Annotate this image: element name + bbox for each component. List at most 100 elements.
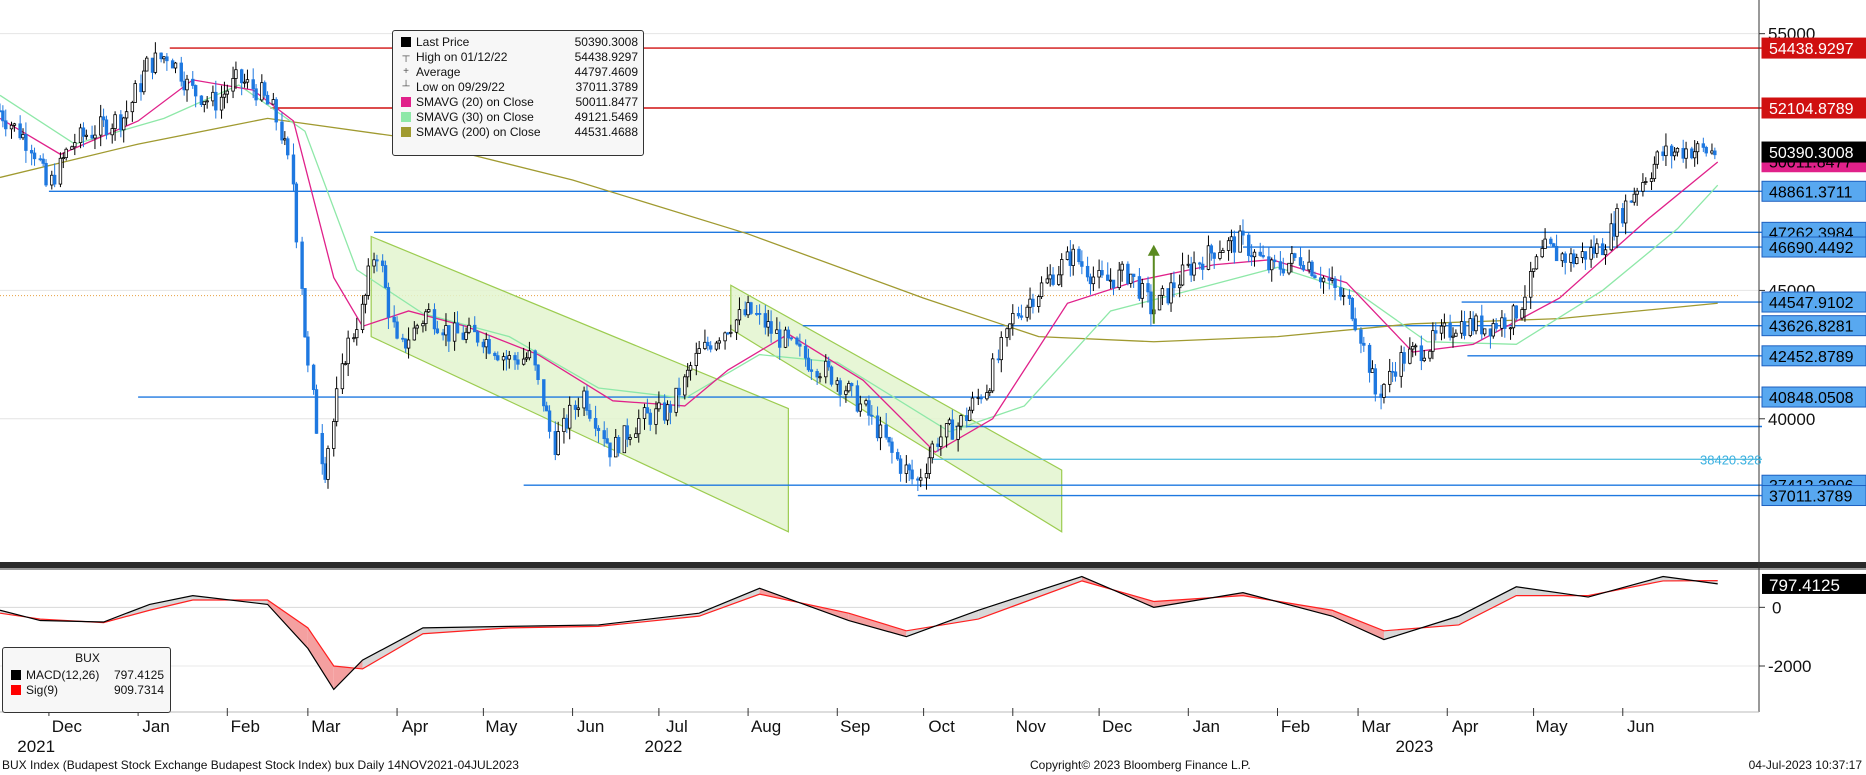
candle-body: [628, 437, 632, 440]
candle-body: [1169, 282, 1173, 304]
candle-body: [231, 78, 235, 92]
candle-body: [755, 313, 759, 315]
candle-body: [1528, 271, 1533, 298]
candle-body: [306, 336, 310, 366]
candle-body: [622, 425, 627, 454]
candle-body: [1684, 148, 1688, 159]
candle-body: [170, 60, 175, 69]
candle-body: [1500, 317, 1504, 329]
candle-body: [648, 412, 652, 425]
candle-body: [1252, 251, 1257, 258]
candle-body: [441, 332, 445, 336]
candle-body: [1367, 344, 1372, 373]
candle-body: [271, 99, 276, 105]
candle-body: [1177, 284, 1182, 289]
candle-body: [950, 419, 955, 440]
candle-body: [251, 79, 255, 90]
candle-body: [219, 96, 224, 111]
candle-body: [1157, 294, 1162, 311]
candle-body: [1221, 250, 1225, 253]
month-label: Jan: [1193, 717, 1220, 736]
candles: [0, 42, 1717, 491]
candle-body: [959, 415, 963, 427]
candle-body: [757, 313, 762, 315]
candle-body: [1661, 151, 1665, 157]
signal-swatch: [11, 684, 21, 695]
candle-body: [395, 321, 399, 339]
candle-body: [878, 424, 883, 439]
candle-body: [504, 356, 509, 360]
candle-body: [1388, 370, 1392, 385]
candle-body: [119, 114, 123, 131]
candle-body: [1572, 253, 1576, 264]
legend-label: Low on 09/29/22: [416, 79, 505, 94]
candle-body: [311, 364, 316, 391]
candle-body: [44, 162, 48, 186]
candle-body: [1051, 274, 1055, 285]
candle-body: [919, 477, 923, 481]
candle-body: [706, 341, 710, 347]
candle-body: [64, 148, 68, 159]
candle-body: [1057, 274, 1061, 285]
candle-body: [93, 134, 97, 139]
candle-body: [145, 57, 149, 72]
candle-body: [844, 390, 848, 395]
candle-body: [662, 402, 667, 421]
candle-body: [1554, 245, 1559, 262]
candle-body: [1065, 251, 1070, 260]
candle-body: [113, 114, 117, 129]
candle-body: [234, 69, 238, 79]
candle-body: [1713, 150, 1717, 156]
candle-body: [406, 339, 411, 349]
candle-body: [1454, 332, 1458, 337]
candle-body: [556, 431, 560, 456]
candle-body: [1595, 243, 1599, 254]
candle-body: [260, 82, 264, 101]
candle-body: [521, 358, 526, 365]
level-label-box: [1761, 291, 1866, 313]
candle-body: [1137, 276, 1142, 299]
candle-body: [1592, 247, 1596, 254]
candle-body: [847, 383, 851, 392]
candle-body: [988, 390, 992, 393]
candle-body: [654, 408, 658, 425]
candle-body: [90, 134, 94, 139]
candle-body: [1468, 318, 1472, 336]
macd-histogram-fill: [699, 588, 760, 617]
candle-body: [323, 463, 327, 480]
macd-histogram-fill: [978, 576, 1082, 620]
candle-body: [910, 469, 914, 480]
candle-body: [858, 403, 862, 412]
candle-body: [1258, 251, 1262, 256]
candle-body: [1474, 315, 1478, 332]
sma30-swatch: [401, 111, 411, 122]
legend-last-price: Last Price 50390.3008: [401, 34, 638, 49]
candle-body: [1149, 291, 1153, 315]
candle-body: [1459, 321, 1464, 334]
candle-body: [513, 355, 517, 361]
candle-body: [58, 157, 63, 185]
candle-body: [24, 134, 28, 151]
candle-body: [1068, 251, 1073, 266]
candle-body: [464, 331, 468, 340]
candle-body: [726, 332, 730, 335]
candle-body: [487, 339, 491, 354]
candle-body: [1629, 200, 1634, 203]
candle-body: [1166, 288, 1170, 304]
candle-body: [783, 329, 788, 348]
candle-body: [898, 458, 903, 474]
candle-body: [824, 360, 828, 378]
candle-body: [1016, 313, 1021, 317]
candle-body: [1609, 223, 1613, 251]
candle-body: [222, 93, 227, 98]
candle-body: [614, 436, 618, 458]
candle-body: [1655, 151, 1659, 165]
candle-body: [1071, 248, 1075, 266]
candle-body: [697, 348, 701, 354]
candle-body: [1494, 323, 1498, 329]
candle-body: [990, 358, 995, 392]
level-label: 42452.8789: [1769, 349, 1854, 366]
candle-body: [1543, 238, 1547, 249]
candle-body: [1439, 325, 1444, 334]
level-label-box: [1761, 485, 1866, 507]
